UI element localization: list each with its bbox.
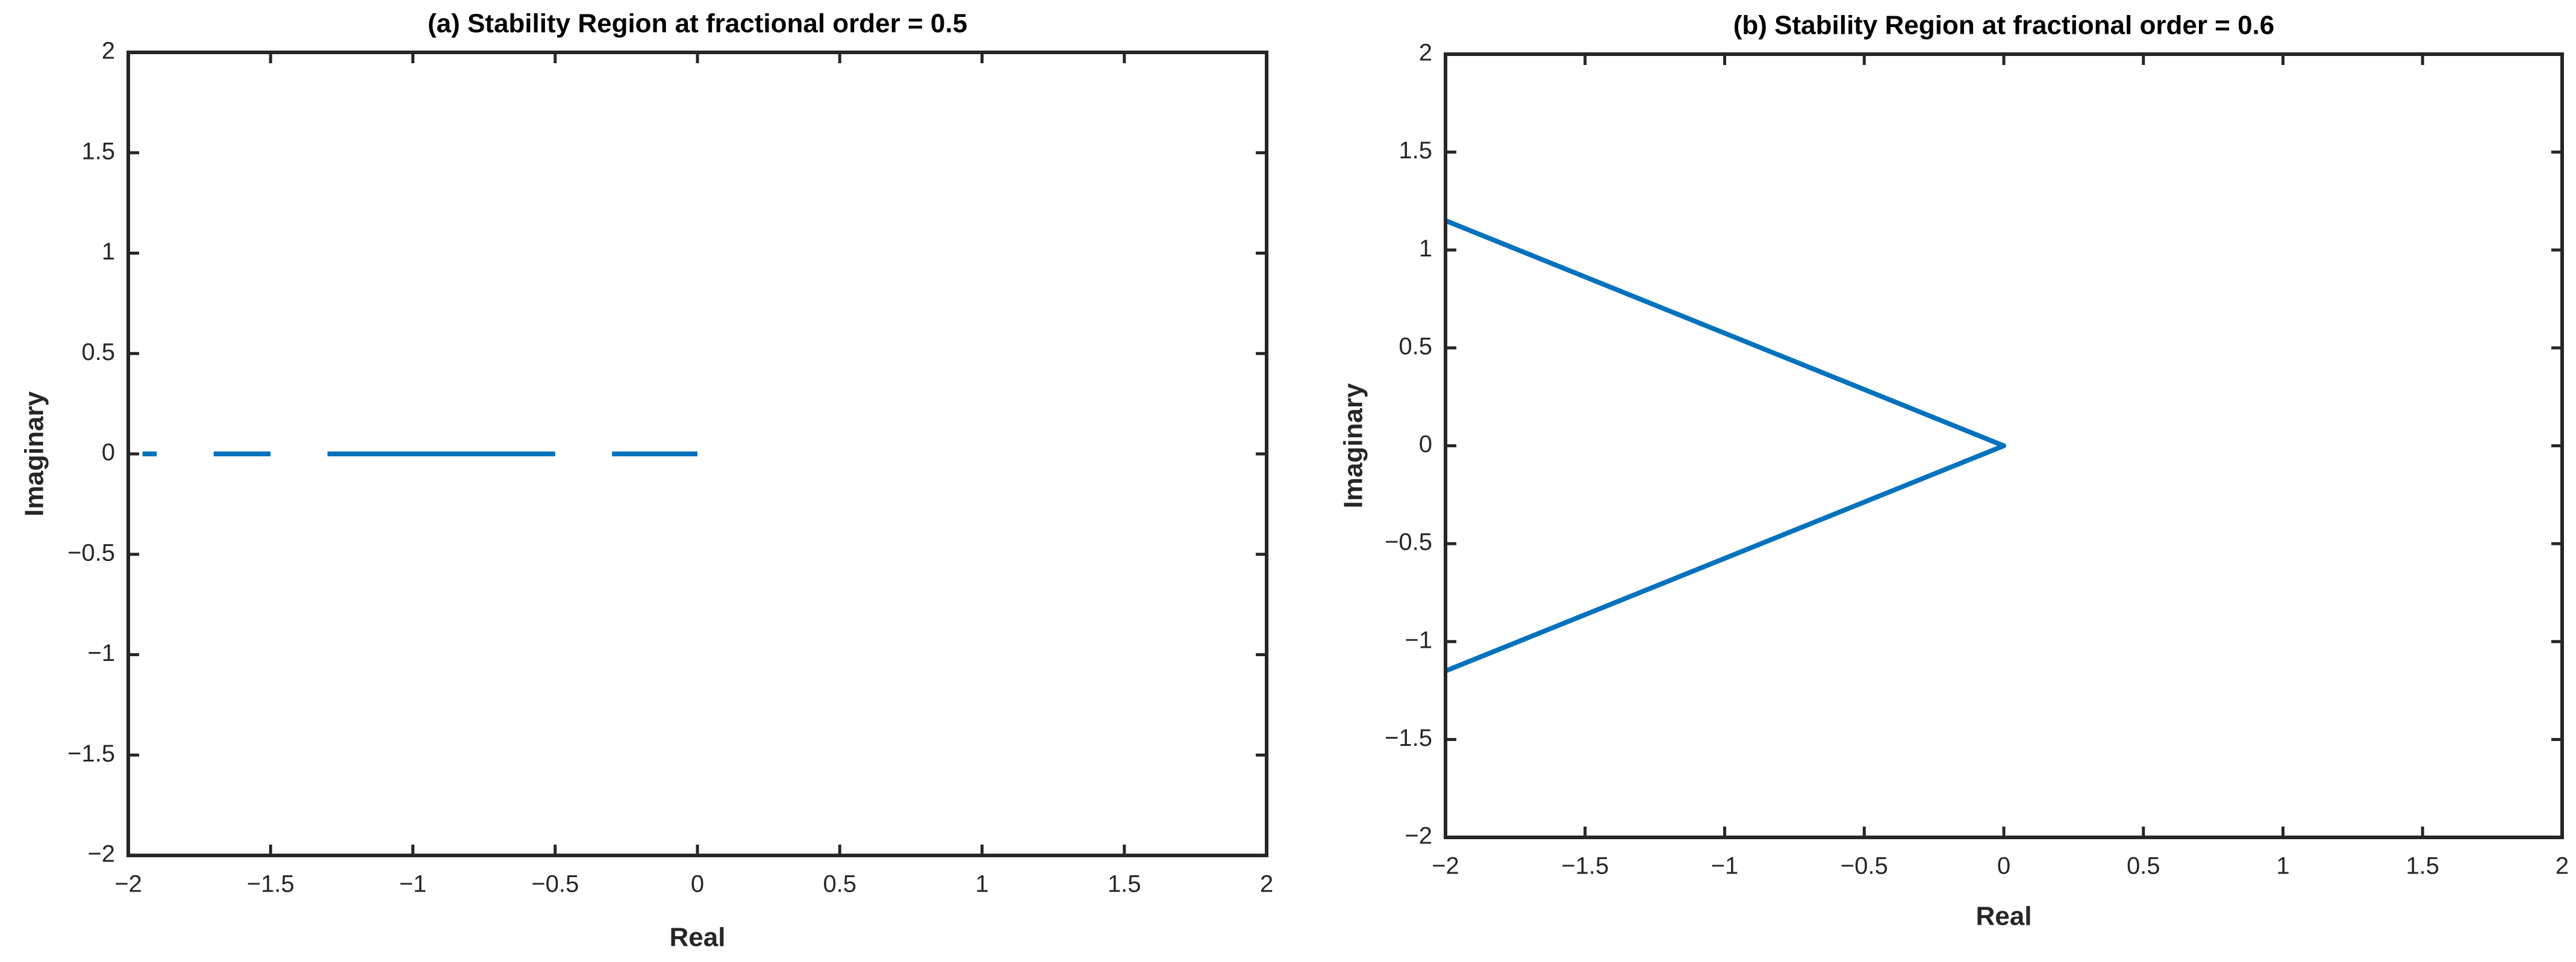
plot-frame bbox=[1444, 52, 2564, 839]
y-tick-label: −1 bbox=[87, 640, 115, 666]
x-tick-label: −0.5 bbox=[1841, 853, 1888, 880]
plot-frame bbox=[126, 51, 1268, 857]
y-tick-label: 0 bbox=[102, 439, 115, 466]
y-tick-label: 1 bbox=[102, 238, 115, 265]
y-tick-label: 2 bbox=[1419, 40, 1432, 66]
x-tick-label: −1.5 bbox=[247, 871, 295, 898]
x-tick-label: −1.5 bbox=[1561, 853, 1609, 880]
y-tick-label: 0.5 bbox=[1399, 333, 1432, 359]
y-axis-label: Imaginary bbox=[20, 391, 49, 517]
x-tick-label: −2 bbox=[114, 871, 142, 898]
x-tick-label: 0.5 bbox=[823, 871, 856, 898]
x-tick-label: 1.5 bbox=[2406, 853, 2439, 880]
x-axis-label: Real bbox=[670, 923, 726, 952]
x-tick-label: 0 bbox=[1997, 853, 2010, 880]
y-tick-label: −0.5 bbox=[67, 539, 115, 566]
y-axis-label: Imaginary bbox=[1339, 383, 1368, 508]
y-tick-label: −2 bbox=[1405, 823, 1432, 849]
y-tick-label: −2 bbox=[87, 841, 115, 867]
y-tick-label: 0 bbox=[1419, 431, 1432, 458]
x-tick-label: 2 bbox=[1260, 871, 1273, 898]
x-tick-label: 2 bbox=[2556, 853, 2569, 880]
chart-title: (b) Stability Region at fractional order… bbox=[1733, 11, 2275, 40]
x-tick-label: 1 bbox=[975, 871, 988, 898]
data-line bbox=[1444, 218, 2006, 674]
x-tick-label: −0.5 bbox=[531, 871, 579, 898]
y-tick-label: 2 bbox=[102, 38, 115, 64]
y-tick-label: −1.5 bbox=[1385, 725, 1432, 751]
y-tick-label: 1.5 bbox=[1399, 137, 1432, 164]
x-tick-label: 1 bbox=[2276, 853, 2289, 880]
y-tick-label: −1 bbox=[1405, 627, 1432, 653]
y-tick-label: −0.5 bbox=[1385, 529, 1432, 556]
x-tick-label: −1 bbox=[399, 871, 427, 898]
x-tick-label: −1 bbox=[1711, 853, 1739, 880]
x-tick-label: 0 bbox=[691, 871, 704, 898]
x-tick-label: 0.5 bbox=[2127, 853, 2160, 880]
x-tick-label: 1.5 bbox=[1108, 871, 1141, 898]
y-tick-label: 1.5 bbox=[81, 138, 115, 164]
y-tick-label: −1.5 bbox=[67, 740, 115, 767]
x-tick-label: −2 bbox=[1432, 853, 1459, 880]
x-axis-label: Real bbox=[1976, 902, 2032, 931]
chart-title: (a) Stability Region at fractional order… bbox=[428, 9, 967, 39]
y-tick-label: 1 bbox=[1419, 235, 1432, 262]
y-tick-label: 0.5 bbox=[81, 339, 115, 365]
